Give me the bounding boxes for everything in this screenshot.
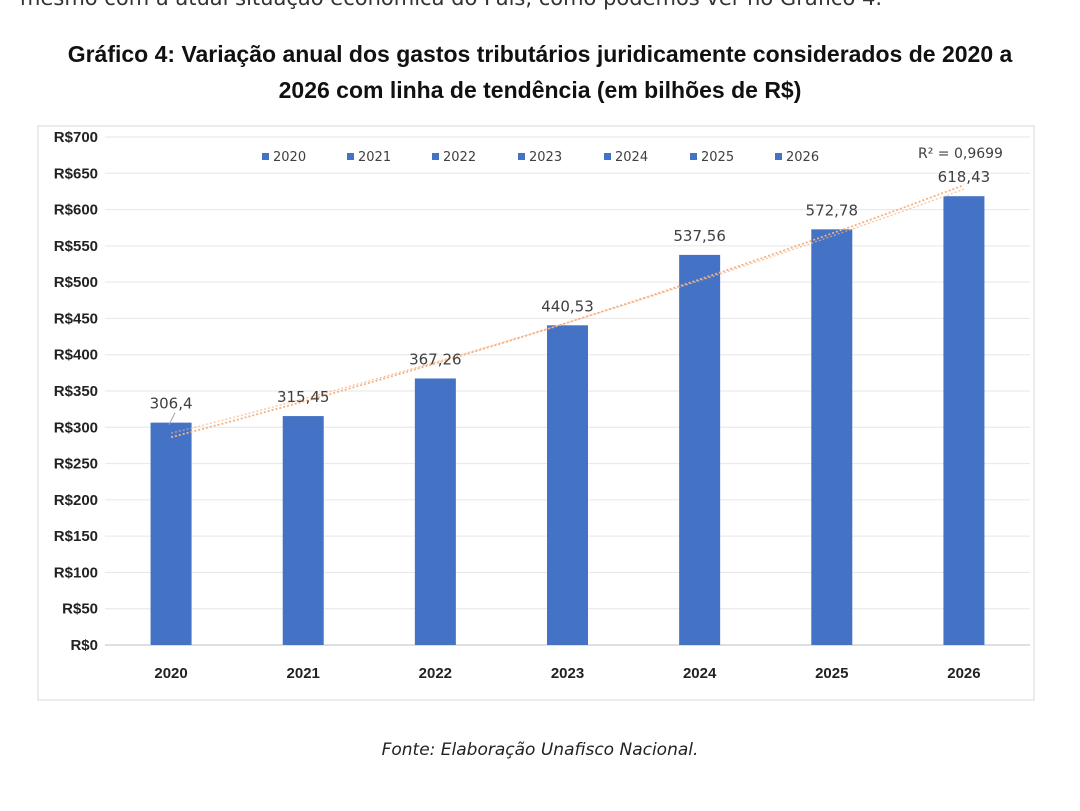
data-label: 315,45 [277,388,330,406]
data-label: 367,26 [409,350,462,368]
data-label-leader-line [168,412,176,425]
bar [547,325,588,645]
y-tick-label: R$600 [54,202,98,219]
y-tick-label: R$350 [54,383,98,400]
legend-swatch [604,153,611,160]
y-tick-label: R$0 [70,637,98,654]
y-tick-label: R$500 [54,274,98,291]
y-tick-label: R$150 [54,528,98,545]
bar [414,378,456,645]
chart-title: Gráfico 4: Variação anual dos gastos tri… [40,36,1040,108]
bar [150,422,192,645]
legend-label: 2021 [358,150,391,165]
bar [943,196,985,645]
x-tick-label: 2021 [287,665,320,682]
legend-swatch [432,153,439,160]
data-labels: 306,4 315,45 367,26 440,53 537,56 572,78 618,4… [150,168,991,425]
source-caption: Fonte: Elaboração Unafisco Nacional. [381,740,699,760]
y-tick-label: R$100 [54,564,98,581]
y-tick-label: R$50 [62,601,98,618]
preceding-paragraph-text: mesmo com a atual situação econômica do … [20,0,1060,10]
bars [150,196,985,646]
y-axis: R$0 R$50 R$100 R$150 R$200 R$250 R$300 R$350 R$4… [54,129,98,654]
y-tick-label: R$450 [54,310,98,327]
legend-swatch [775,153,782,160]
chart-area-border [37,125,1035,701]
legend-swatch [347,153,354,160]
bar [282,416,324,645]
trendline-path-secondary [170,188,965,434]
y-tick-label: R$650 [54,165,98,182]
legend-label: 2025 [701,150,734,165]
x-tick-label: 2022 [419,665,452,682]
x-tick-label: 2020 [154,665,187,682]
legend-label: 2026 [786,150,819,165]
legend-label: 2022 [443,150,476,165]
chart-title-line-2: 2026 com linha de tendência (em bilhões … [278,77,802,103]
data-label: 440,53 [541,297,594,315]
y-tick-label: R$300 [54,419,98,436]
trendline [170,184,965,439]
chart-title-line-1: Gráfico 4: Variação anual dos gastos tri… [67,41,1013,67]
y-tick-label: R$400 [54,347,98,364]
bar [679,254,721,646]
r-squared-label: R² = 0,9699 [918,146,1003,162]
legend-label: 2024 [615,150,648,165]
bar [811,229,853,645]
x-tick-label: 2025 [815,665,848,682]
legend-swatch [518,153,525,160]
x-tick-label: 2024 [683,665,717,682]
legend-swatch [690,153,697,160]
legend-label: 2023 [529,150,562,165]
x-tick-label: 2026 [947,665,980,682]
y-tick-label: R$700 [54,129,98,146]
data-label: 537,56 [673,227,726,245]
y-tick-label: R$250 [54,456,98,473]
legend: 2020 2021 2022 2023 2024 2025 2026 [262,150,819,165]
y-tick-label: R$200 [54,492,98,509]
x-tick-label: 2023 [551,665,584,682]
data-label: 618,43 [938,168,991,186]
trendline-path [170,184,965,439]
data-label: 306,4 [150,395,193,413]
legend-label: 2020 [273,150,306,165]
data-label: 572,78 [806,201,859,219]
x-axis: 2020 2021 2022 2023 2024 2025 2026 [154,665,980,682]
y-tick-label: R$550 [54,238,98,255]
legend-swatch [262,153,269,160]
